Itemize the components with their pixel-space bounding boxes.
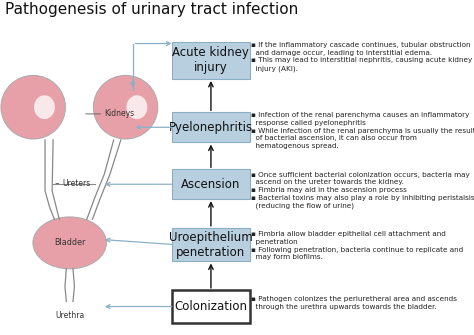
Text: ▪ Once sufficient bacterial colonization occurs, bacteria may
  ascend on the ur: ▪ Once sufficient bacterial colonization… <box>251 172 474 209</box>
Ellipse shape <box>34 95 55 119</box>
FancyBboxPatch shape <box>172 112 250 142</box>
Text: ▪ Pathogen colonizes the periuretheral area and ascends
  through the urethra up: ▪ Pathogen colonizes the periuretheral a… <box>251 296 457 310</box>
Text: Colonization: Colonization <box>174 300 247 313</box>
FancyBboxPatch shape <box>172 228 250 261</box>
Ellipse shape <box>1 75 65 139</box>
Text: Bladder: Bladder <box>54 239 85 247</box>
FancyBboxPatch shape <box>172 290 250 323</box>
FancyBboxPatch shape <box>172 42 250 79</box>
Text: ▪ If the inflammatory cascade continues, tubular obstruction
  and damage occur,: ▪ If the inflammatory cascade continues,… <box>251 42 473 72</box>
Ellipse shape <box>33 217 106 269</box>
FancyBboxPatch shape <box>172 169 250 199</box>
Ellipse shape <box>93 75 158 139</box>
Text: Kidneys: Kidneys <box>104 110 135 118</box>
Text: Uroepithelium
penetration: Uroepithelium penetration <box>169 230 253 259</box>
Ellipse shape <box>127 95 147 119</box>
Text: Acute kidney
injury: Acute kidney injury <box>173 46 249 74</box>
Text: Pyelonephritis: Pyelonephritis <box>169 121 253 134</box>
Text: Urethra: Urethra <box>55 311 84 320</box>
Text: Ureters: Ureters <box>63 179 91 188</box>
Text: Ascension: Ascension <box>181 178 241 191</box>
Text: ▪ Fimbria allow bladder epithelial cell attachment and
  penetration
▪ Following: ▪ Fimbria allow bladder epithelial cell … <box>251 231 464 260</box>
Text: Pathogenesis of urinary tract infection: Pathogenesis of urinary tract infection <box>5 2 298 17</box>
Text: ▪ Infection of the renal parenchyma causes an inflammatory
  response called pye: ▪ Infection of the renal parenchyma caus… <box>251 112 474 149</box>
